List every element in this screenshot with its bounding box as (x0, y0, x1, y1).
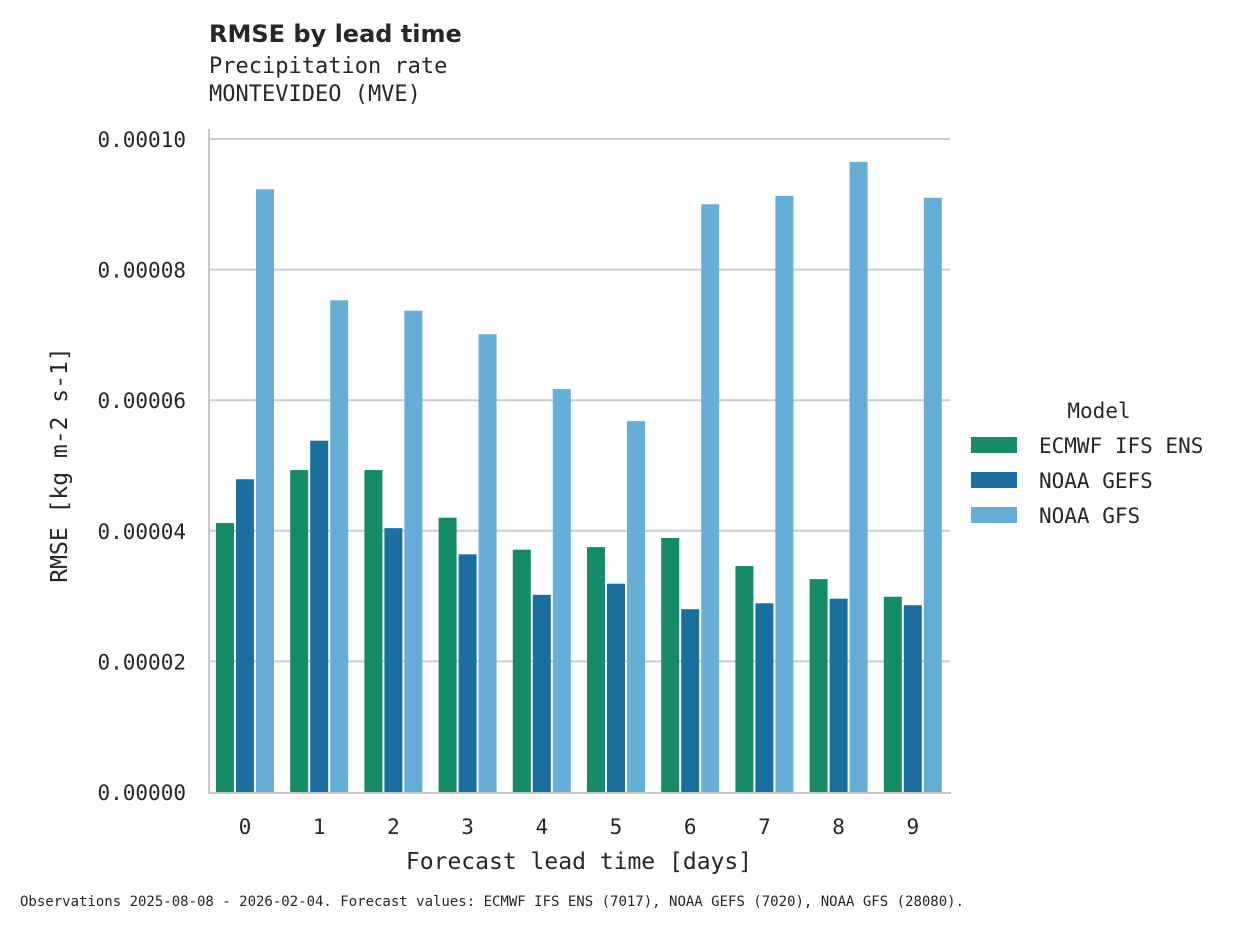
x-tick-label: 1 (313, 815, 326, 839)
bar-ecmwf-ifs-ens-day-8 (809, 579, 828, 792)
x-tick-label: 3 (461, 815, 474, 839)
bar-ecmwf-ifs-ens-day-4 (512, 549, 531, 792)
bar-noaa-gefs-day-7 (755, 603, 774, 792)
bar-ecmwf-ifs-ens-day-5 (587, 547, 605, 792)
legend-label: NOAA GEFS (1039, 469, 1153, 493)
legend: Model ECMWF IFS ENS NOAA GEFS NOAA GFS (971, 399, 1203, 528)
bar-noaa-gefs-day-9 (903, 605, 922, 792)
bar-ecmwf-ifs-ens-day-2 (364, 470, 383, 792)
x-tick-label: 5 (610, 815, 623, 839)
x-tick-label: 0 (239, 815, 252, 839)
x-axis-label: Forecast lead time [days] (406, 849, 752, 875)
x-tick-label: 8 (832, 815, 845, 839)
x-tick-label: 4 (535, 815, 548, 839)
bar-noaa-gfs-day-2 (404, 310, 423, 792)
bar-noaa-gefs-day-1 (310, 440, 329, 792)
chart-title: RMSE by lead time (209, 20, 462, 48)
bar-noaa-gefs-day-8 (829, 598, 848, 792)
bar-noaa-gfs-day-8 (849, 161, 868, 793)
y-tick-label: 0.00008 (97, 259, 186, 283)
bars (216, 161, 942, 793)
bar-noaa-gfs-day-4 (552, 389, 571, 792)
bar-noaa-gefs-day-6 (681, 609, 700, 792)
bar-noaa-gefs-day-0 (236, 479, 254, 792)
y-tick-label: 0.00004 (97, 520, 186, 544)
chart-subtitle-station: MONTEVIDEO (MVE) (209, 82, 421, 107)
legend-label: ECMWF IFS ENS (1039, 434, 1203, 458)
y-tick-label: 0.00002 (97, 650, 186, 674)
legend-swatch (971, 507, 1017, 523)
bar-noaa-gfs-day-7 (775, 195, 794, 792)
y-tick-label: 0.00000 (97, 781, 186, 805)
x-tick-label: 7 (758, 815, 771, 839)
bar-noaa-gfs-day-0 (256, 189, 274, 792)
legend-swatch (971, 437, 1017, 453)
bar-noaa-gefs-day-3 (458, 554, 477, 792)
legend-label: NOAA GFS (1039, 504, 1140, 528)
legend-swatch (971, 472, 1017, 488)
y-axis-label: RMSE [kg m-2 s-1] (47, 347, 73, 582)
bar-noaa-gefs-day-5 (607, 583, 625, 792)
y-tick-label: 0.00006 (97, 389, 186, 413)
y-ticks: 0.00000 0.00002 0.00004 0.00006 0.00008 0.000… (97, 128, 186, 805)
bar-ecmwf-ifs-ens-day-3 (438, 517, 457, 792)
bar-noaa-gfs-day-5 (627, 421, 645, 792)
legend-title: Model (1067, 399, 1130, 423)
bar-noaa-gfs-day-9 (923, 197, 942, 792)
bar-ecmwf-ifs-ens-day-7 (735, 566, 754, 792)
bar-noaa-gfs-day-6 (701, 204, 720, 793)
y-tick-label: 0.00010 (97, 128, 186, 152)
footnote: Observations 2025-08-08 - 2026-02-04. Fo… (20, 894, 964, 910)
chart-subtitle-variable: Precipitation rate (209, 54, 447, 79)
bar-ecmwf-ifs-ens-day-1 (290, 470, 309, 792)
bar-noaa-gfs-day-1 (330, 300, 349, 792)
bar-ecmwf-ifs-ens-day-0 (216, 522, 234, 792)
x-tick-label: 9 (906, 815, 919, 839)
bar-noaa-gefs-day-2 (384, 528, 403, 792)
x-tick-label: 6 (684, 815, 697, 839)
bar-noaa-gfs-day-3 (478, 334, 497, 792)
bar-ecmwf-ifs-ens-day-6 (661, 537, 680, 792)
bar-ecmwf-ifs-ens-day-9 (883, 596, 902, 792)
x-ticks: 0 1 2 3 4 5 6 7 8 9 (239, 815, 919, 839)
x-tick-label: 2 (387, 815, 400, 839)
bar-noaa-gefs-day-4 (532, 594, 551, 792)
